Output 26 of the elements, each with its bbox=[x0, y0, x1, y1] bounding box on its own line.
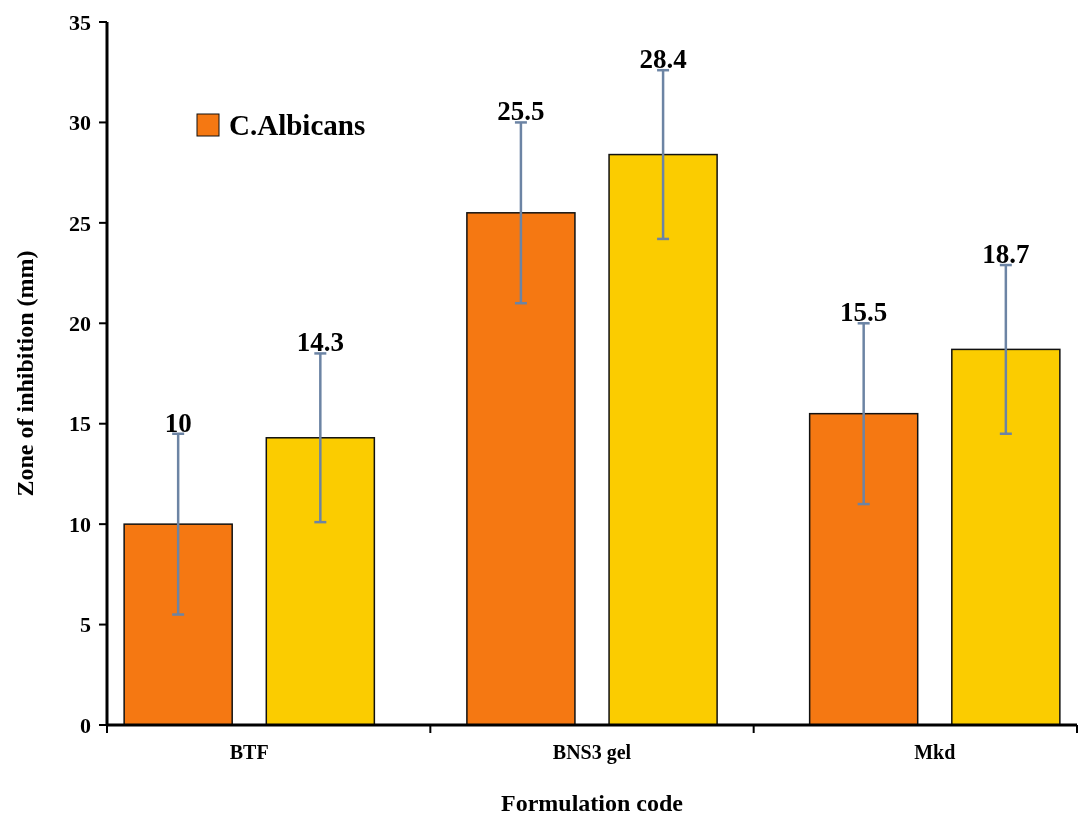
legend-label: C.Albicans bbox=[229, 109, 366, 141]
data-label: 10 bbox=[164, 407, 192, 438]
x-tick-label: BTF bbox=[229, 741, 269, 763]
bar bbox=[808, 412, 919, 726]
y-tick-label: 5 bbox=[80, 612, 91, 638]
y-tick-label: 20 bbox=[69, 310, 91, 336]
data-label: 14.3 bbox=[296, 327, 344, 358]
data-label: 25.5 bbox=[497, 96, 545, 127]
y-tick-label: 15 bbox=[69, 411, 91, 437]
data-label: 15.5 bbox=[840, 297, 888, 328]
y-tick-label: 30 bbox=[69, 110, 91, 136]
bar bbox=[466, 212, 576, 726]
x-axis-title: Formulation code bbox=[501, 790, 684, 816]
bar bbox=[608, 153, 718, 726]
data-label: 18.7 bbox=[982, 239, 1030, 270]
bar bbox=[265, 437, 376, 726]
x-tick-label: BNS3 gel bbox=[552, 741, 632, 764]
bar bbox=[123, 523, 233, 726]
y-tick-label: 0 bbox=[80, 712, 91, 738]
y-axis-title: Zone of inhibition (mm) bbox=[12, 250, 38, 497]
y-tick-label: 35 bbox=[69, 9, 91, 35]
y-tick-label: 25 bbox=[69, 210, 91, 236]
bar bbox=[951, 348, 1061, 726]
y-tick-label: 10 bbox=[69, 511, 91, 537]
x-tick-label: Mkd bbox=[914, 741, 956, 763]
data-label: 28.4 bbox=[639, 44, 687, 75]
